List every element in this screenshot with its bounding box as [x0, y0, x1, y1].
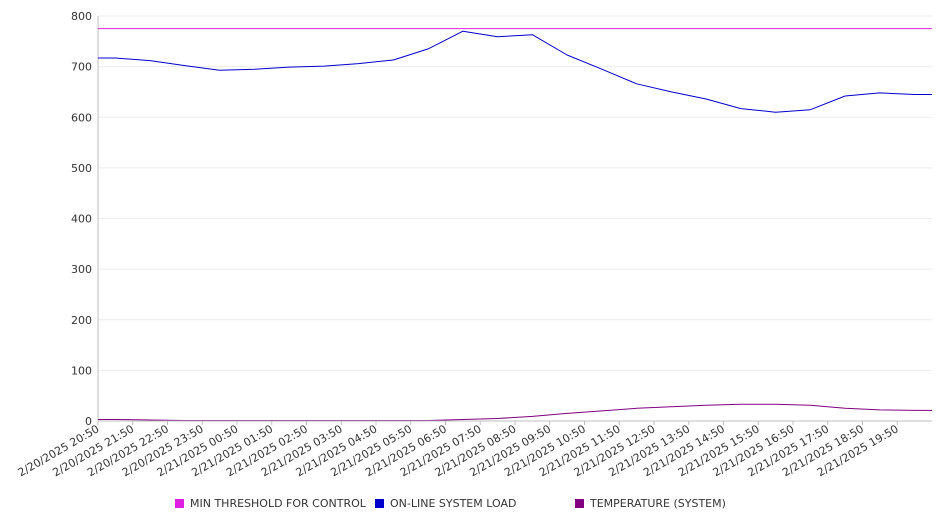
y-tick-label-200: 200 [71, 314, 92, 327]
y-axis: 0 100 200 300 400 500 600 700 800 [71, 10, 99, 428]
y-tick-label-500: 500 [71, 162, 92, 175]
legend: MIN THRESHOLD FOR CONTROL ON-LINE SYSTEM… [0, 497, 946, 515]
legend-label-temperature: TEMPERATURE (SYSTEM) [590, 497, 726, 510]
y-tick-label-800: 800 [71, 10, 92, 23]
legend-item-min-threshold[interactable]: MIN THRESHOLD FOR CONTROL [175, 497, 366, 510]
legend-item-temperature[interactable]: TEMPERATURE (SYSTEM) [575, 497, 726, 510]
legend-label-system-load: ON-LINE SYSTEM LOAD [390, 497, 517, 510]
y-tick-label-100: 100 [71, 364, 92, 377]
legend-swatch-temperature [575, 499, 584, 508]
y-tick-label-600: 600 [71, 111, 92, 124]
y-tick-label-700: 700 [71, 61, 92, 74]
grid-lines [98, 15, 932, 371]
y-tick-label-300: 300 [71, 263, 92, 276]
legend-label-min-threshold: MIN THRESHOLD FOR CONTROL [190, 497, 366, 510]
y-tick-label-400: 400 [71, 213, 92, 226]
legend-item-system-load[interactable]: ON-LINE SYSTEM LOAD [375, 497, 516, 510]
series-line-2 [98, 403, 932, 421]
y-tick-label-0: 0 [85, 415, 92, 428]
series-line-1 [98, 30, 932, 113]
series-lines [98, 28, 932, 421]
x-axis: 2/20/2025 20:502/20/2025 21:502/20/2025 … [16, 420, 932, 479]
legend-swatch-system-load [375, 499, 384, 508]
legend-swatch-min-threshold [175, 499, 184, 508]
